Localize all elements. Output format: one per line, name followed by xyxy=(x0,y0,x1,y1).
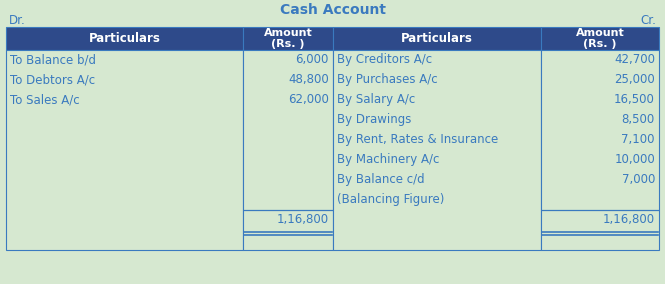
Text: Amount
(Rs. ): Amount (Rs. ) xyxy=(263,28,313,49)
Text: By Creditors A/c: By Creditors A/c xyxy=(337,53,432,66)
Text: By Purchases A/c: By Purchases A/c xyxy=(337,74,438,87)
Text: 25,000: 25,000 xyxy=(614,74,655,87)
Text: To Balance b/d: To Balance b/d xyxy=(10,53,96,66)
Text: 10,000: 10,000 xyxy=(614,153,655,166)
Text: Particulars: Particulars xyxy=(88,32,160,45)
Bar xyxy=(6,50,243,250)
Text: 62,000: 62,000 xyxy=(288,93,329,106)
Text: 1,16,800: 1,16,800 xyxy=(277,214,329,227)
Text: Cash Account: Cash Account xyxy=(279,3,386,17)
Text: By Rent, Rates & Insurance: By Rent, Rates & Insurance xyxy=(337,133,498,147)
Text: 6,000: 6,000 xyxy=(296,53,329,66)
Text: By Salary A/c: By Salary A/c xyxy=(337,93,415,106)
Bar xyxy=(333,50,541,250)
Text: By Machinery A/c: By Machinery A/c xyxy=(337,153,440,166)
Text: 8,500: 8,500 xyxy=(622,114,655,126)
Text: (Balancing Figure): (Balancing Figure) xyxy=(337,193,444,206)
Text: To Debtors A/c: To Debtors A/c xyxy=(10,74,95,87)
Bar xyxy=(541,50,659,250)
Bar xyxy=(6,27,243,50)
Text: 1,16,800: 1,16,800 xyxy=(603,214,655,227)
Bar xyxy=(541,27,659,50)
Text: Particulars: Particulars xyxy=(401,32,473,45)
Text: Cr.: Cr. xyxy=(640,14,656,28)
Text: To Sales A/c: To Sales A/c xyxy=(10,93,80,106)
Text: By Drawings: By Drawings xyxy=(337,114,412,126)
Text: Amount
(Rs. ): Amount (Rs. ) xyxy=(576,28,624,49)
Text: By Balance c/d: By Balance c/d xyxy=(337,174,425,187)
Text: 7,000: 7,000 xyxy=(622,174,655,187)
Text: Dr.: Dr. xyxy=(9,14,26,28)
Text: 42,700: 42,700 xyxy=(614,53,655,66)
Text: 48,800: 48,800 xyxy=(288,74,329,87)
Bar xyxy=(243,50,333,250)
Bar xyxy=(243,27,333,50)
Text: 7,100: 7,100 xyxy=(622,133,655,147)
Bar xyxy=(333,27,541,50)
Text: 16,500: 16,500 xyxy=(614,93,655,106)
